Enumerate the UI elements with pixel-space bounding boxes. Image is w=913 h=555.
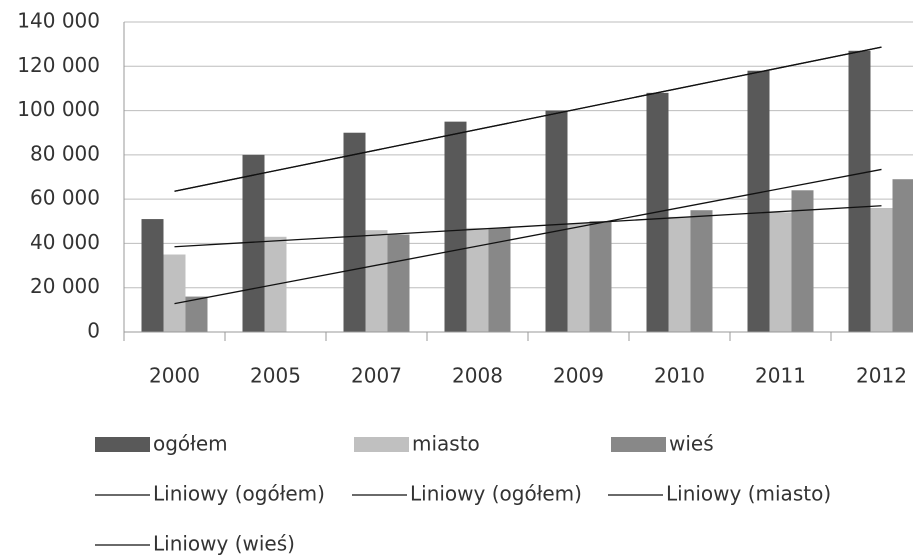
y-tick-label: 80 000 — [30, 141, 100, 165]
legend-label: Liniowy (ogółem) — [410, 482, 582, 506]
bar — [343, 132, 366, 332]
legend-label: Liniowy (ogółem) — [153, 482, 325, 506]
y-tick-label: 120 000 — [17, 53, 100, 77]
trendline — [174, 46, 882, 192]
bar — [545, 110, 568, 332]
bar — [488, 227, 511, 332]
bar — [892, 179, 913, 332]
legend-swatch — [95, 437, 150, 452]
bar — [769, 212, 792, 332]
x-tick-label: 2005 — [250, 364, 301, 388]
legend-swatch — [354, 437, 409, 452]
bar — [567, 223, 590, 332]
trendline — [174, 168, 882, 305]
bar — [141, 219, 164, 332]
legend-label: ogółem — [153, 432, 228, 456]
legend-swatch — [611, 437, 666, 452]
y-tick-label: 0 — [87, 319, 100, 343]
bar — [387, 234, 410, 332]
bar — [242, 154, 265, 332]
y-tick-label: 40 000 — [30, 230, 100, 254]
y-tick-label: 20 000 — [30, 274, 100, 298]
bar — [747, 70, 770, 332]
legend-label: wieś — [669, 432, 714, 456]
x-tick-label: 2000 — [149, 364, 200, 388]
bar — [365, 230, 388, 332]
legend-label: Liniowy (miasto) — [666, 482, 831, 506]
bar — [690, 210, 713, 332]
bar — [185, 296, 208, 332]
bar — [444, 121, 467, 333]
x-tick-label: 2011 — [755, 364, 806, 388]
y-tick-label: 140 000 — [17, 9, 100, 33]
legend-label: Liniowy (wieś) — [153, 532, 295, 555]
y-tick-label: 100 000 — [17, 97, 100, 121]
bar — [870, 208, 893, 332]
bar — [163, 254, 186, 332]
x-tick-label: 2010 — [654, 364, 705, 388]
y-tick-label: 60 000 — [30, 186, 100, 210]
bar — [848, 50, 871, 333]
bar — [668, 216, 691, 332]
bar — [466, 227, 489, 332]
bar — [589, 221, 612, 332]
x-tick-label: 2007 — [351, 364, 402, 388]
x-tick-label: 2008 — [452, 364, 503, 388]
x-tick-label: 2012 — [856, 364, 907, 388]
bar — [791, 190, 814, 332]
trendline — [174, 205, 882, 248]
x-tick-label: 2009 — [553, 364, 604, 388]
legend-label: miasto — [412, 432, 480, 456]
